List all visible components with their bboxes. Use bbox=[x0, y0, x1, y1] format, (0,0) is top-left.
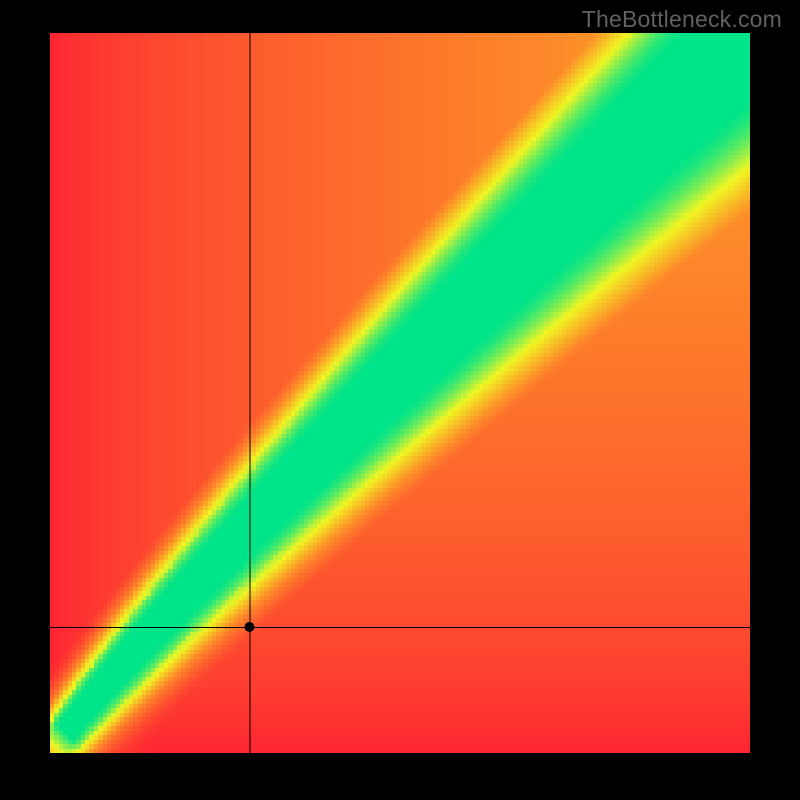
watermark-text: TheBottleneck.com bbox=[582, 6, 782, 33]
chart-frame: TheBottleneck.com bbox=[0, 0, 800, 800]
plot-area bbox=[50, 33, 750, 753]
heatmap-canvas bbox=[50, 33, 750, 753]
